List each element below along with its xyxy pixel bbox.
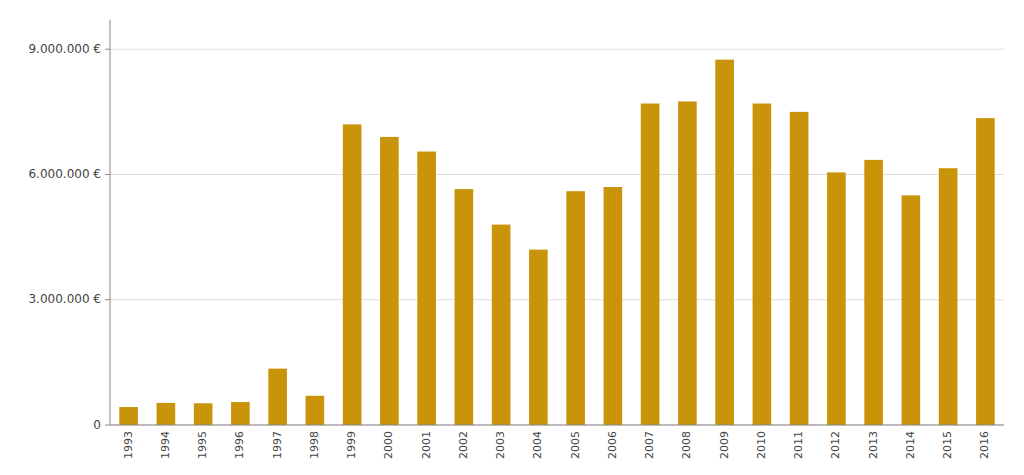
- x-tick-label: 1994: [159, 431, 172, 459]
- bar: [827, 172, 846, 425]
- bar: [864, 160, 883, 425]
- x-tick-label: 2005: [569, 431, 582, 459]
- x-tick-label: 2000: [382, 431, 395, 459]
- y-tick: [105, 299, 110, 300]
- x-axis-line: [110, 425, 1004, 426]
- y-tick: [105, 49, 110, 50]
- bar: [641, 104, 660, 425]
- x-tick-label: 2004: [531, 431, 544, 459]
- bar: [119, 407, 138, 425]
- y-tick: [105, 174, 110, 175]
- y-tick: [105, 425, 110, 426]
- x-tick-label: 2008: [680, 431, 693, 459]
- grid: [110, 49, 1004, 425]
- x-tick-label: 2010: [755, 431, 768, 459]
- x-tick-label: 2013: [867, 431, 880, 459]
- y-tick-label: 6.000.000 €: [28, 167, 101, 181]
- grid-line: [110, 49, 1004, 50]
- chart-svg: 03.000.000 €6.000.000 €9.000.000 €199319…: [0, 0, 1024, 475]
- bar: [790, 112, 809, 425]
- x-tick-label: 2009: [718, 431, 731, 459]
- x-tick-label: 2006: [606, 431, 619, 459]
- bar: [492, 225, 511, 425]
- bar: [343, 124, 362, 425]
- bar: [678, 101, 697, 425]
- bar: [194, 403, 213, 425]
- grid-line: [110, 425, 1004, 426]
- x-tick-label: 2016: [978, 431, 991, 459]
- bar: [417, 152, 436, 425]
- x-tick-label: 1997: [271, 431, 284, 459]
- x-tick-label: 2015: [941, 431, 954, 459]
- x-tick-label: 1996: [233, 431, 246, 459]
- bar: [231, 402, 250, 425]
- bars: [119, 60, 994, 425]
- bar: [939, 168, 958, 425]
- y-axis: 0 3.000.000 € 6.000.000 € 9.000.000 €: [28, 20, 110, 432]
- bar: [715, 60, 734, 425]
- bar: [604, 187, 623, 425]
- page: {"chart_data": {"type": "bar", "categori…: [0, 0, 1024, 475]
- y-axis-line: [110, 20, 111, 425]
- x-tick-label: 2003: [494, 431, 507, 459]
- x-tick-label: 2001: [420, 431, 433, 459]
- x-tick-label: 2007: [643, 431, 656, 459]
- bar: [268, 369, 287, 425]
- x-axis: 1993 1994 1995 1996 1997 1998 1999 2000 2001 2002…: [122, 431, 992, 459]
- x-tick-label: 1993: [122, 431, 135, 459]
- x-tick-label: 1998: [308, 431, 321, 459]
- bar: [753, 104, 772, 425]
- x-tick-label: 1999: [345, 431, 358, 459]
- bar: [455, 189, 474, 425]
- bar: [157, 403, 176, 425]
- bar: [902, 195, 921, 425]
- y-tick-label: 3.000.000 €: [28, 292, 101, 306]
- x-tick-label: 2014: [904, 431, 917, 459]
- bar: [529, 250, 548, 425]
- bar: [566, 191, 585, 425]
- bar: [380, 137, 399, 425]
- y-tick-label: 9.000.000 €: [28, 42, 101, 56]
- bar: [306, 396, 325, 425]
- x-tick-label: 2002: [457, 431, 470, 459]
- chart-container: 03.000.000 €6.000.000 €9.000.000 €199319…: [0, 0, 1024, 475]
- bar: [976, 118, 995, 425]
- x-tick-label: 2012: [829, 431, 842, 459]
- x-tick-label: 2011: [792, 431, 805, 459]
- y-tick-label: 0: [93, 418, 101, 432]
- x-tick-label: 1995: [196, 431, 209, 459]
